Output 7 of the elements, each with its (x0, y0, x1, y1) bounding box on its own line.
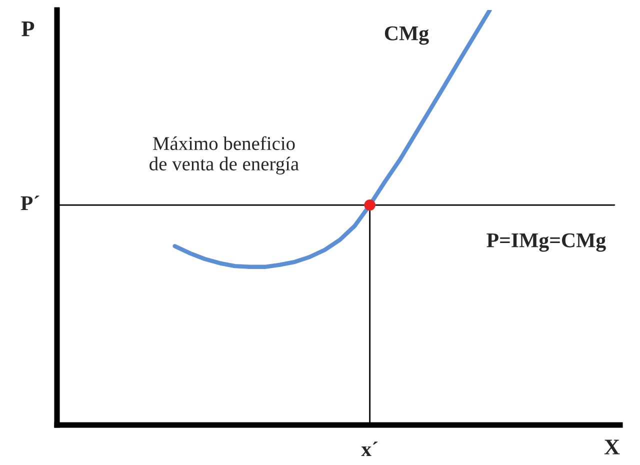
text: x´ (361, 442, 378, 456)
annotation: CMg (384, 26, 429, 45)
ref-line-label: P´ (20, 196, 40, 210)
x-axis-title: X (604, 440, 620, 454)
annotation: P=IMg=CMg (486, 233, 606, 252)
text: P (22, 22, 34, 36)
annotation: Máximo beneficio de venta de energía (150, 136, 299, 174)
